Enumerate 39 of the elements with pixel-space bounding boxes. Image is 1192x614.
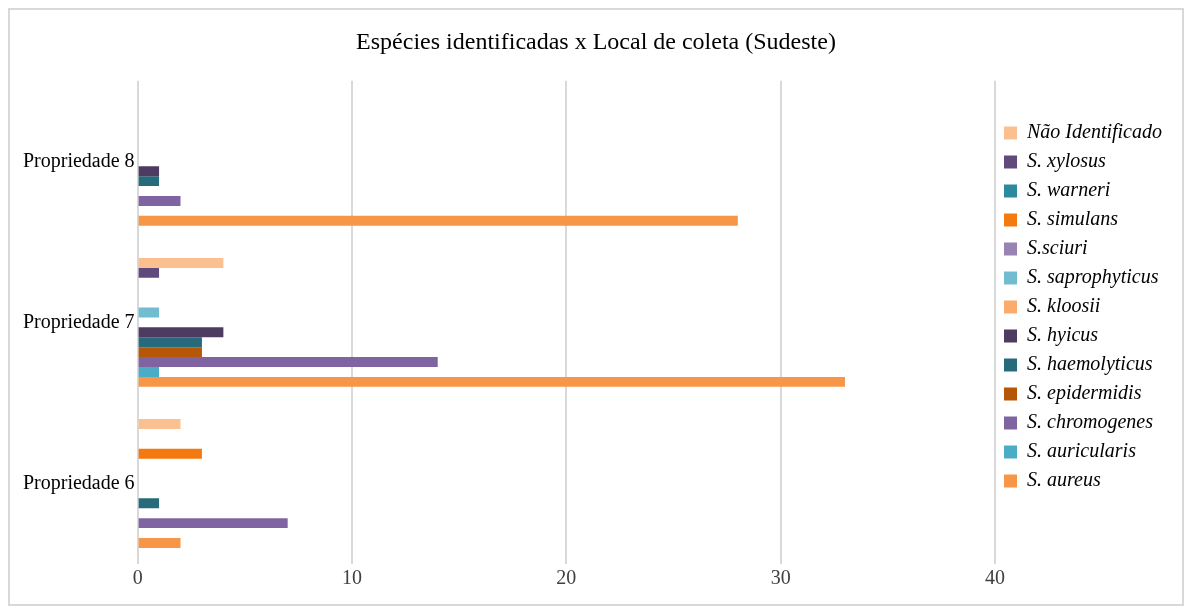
bar (138, 419, 181, 429)
bar (138, 518, 288, 529)
bar (138, 267, 160, 278)
legend-label: Não Identificado (1026, 120, 1162, 144)
bar (138, 448, 202, 459)
chart-title: Espécies identificadas x Local de coleta (Sudeste) (356, 27, 836, 54)
y-tick-label: Propriedade 7 (22, 309, 135, 333)
bar (138, 327, 224, 338)
legend-label: S. chromogenes (1027, 410, 1154, 434)
bar (138, 537, 181, 548)
y-tick-label: Propriedade 6 (22, 470, 135, 494)
x-tick-label: 0 (132, 566, 143, 589)
legend-label: S. simulans (1027, 207, 1119, 230)
legend-label: S.sciuri (1027, 236, 1088, 259)
y-tick-label: Propriedade 8 (22, 148, 135, 172)
bar (138, 176, 160, 187)
bar (138, 347, 202, 358)
bar (138, 357, 438, 367)
bar (138, 376, 845, 387)
x-tick-label: 40 (985, 566, 1006, 589)
bar (138, 166, 160, 177)
legend-label: S. warneri (1027, 178, 1111, 201)
x-tick-label: 30 (770, 566, 791, 589)
bar (138, 196, 181, 206)
x-tick-label: 10 (341, 566, 362, 589)
bar (138, 257, 224, 268)
bar (138, 498, 160, 509)
legend-label: S. xylosus (1027, 149, 1107, 173)
bar (138, 337, 202, 348)
legend-label: S. haemolyticus (1027, 352, 1153, 376)
legend-label: S. hyicus (1027, 323, 1099, 347)
bar (138, 367, 160, 377)
legend-label: S. epidermidis (1027, 381, 1142, 405)
bar (138, 215, 738, 226)
legend-label: S. saprophyticus (1027, 265, 1159, 289)
x-tick-label: 20 (556, 566, 577, 589)
legend-label: S. auricularis (1027, 439, 1137, 462)
legend-label: S. aureus (1027, 468, 1101, 491)
legend-label: S. kloosii (1027, 294, 1101, 317)
